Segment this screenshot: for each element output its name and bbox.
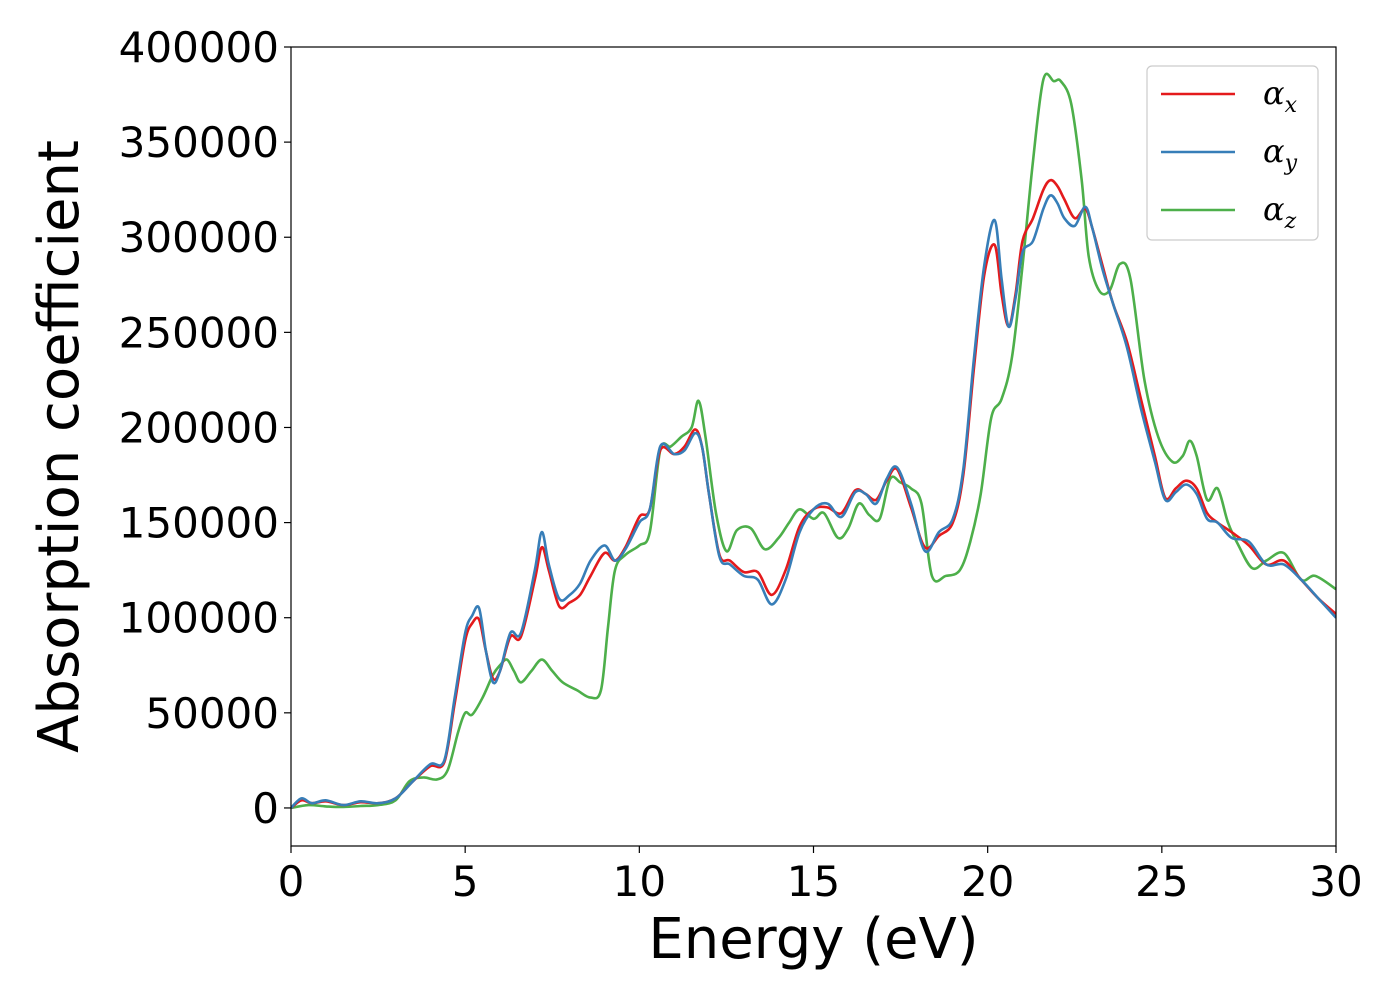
- x-tick-label: 25: [1135, 857, 1188, 906]
- y-tick-label: 200000: [119, 403, 279, 452]
- legend-label: αz: [1263, 190, 1297, 234]
- y-tick-label: 250000: [119, 308, 279, 357]
- y-tick-label: 100000: [119, 594, 279, 643]
- y-tick-label: 0: [252, 784, 279, 833]
- y-axis-title: Absorption coefficient: [27, 140, 92, 753]
- legend-label: αy: [1263, 132, 1298, 176]
- x-tick-label: 15: [787, 857, 840, 906]
- x-tick-label: 10: [613, 857, 666, 906]
- x-axis: 0 5 10 15 20 25 30: [278, 846, 1363, 906]
- series-line-alpha-y: [291, 193, 1336, 809]
- y-tick-label: 400000: [119, 23, 279, 72]
- legend: αx αy αz: [1146, 65, 1319, 241]
- x-tick-label: 0: [278, 857, 305, 906]
- x-axis-title: Energy (eV): [648, 907, 978, 972]
- series-line-alpha-z: [291, 72, 1336, 810]
- series-layer: [291, 72, 1336, 810]
- y-tick-label: 300000: [119, 213, 279, 262]
- legend-label: αx: [1263, 74, 1298, 118]
- y-axis: 0 50000 100000 150000 200000 250000 300000 3500…: [119, 23, 291, 833]
- y-tick-label: 350000: [119, 118, 279, 167]
- x-tick-label: 30: [1309, 857, 1362, 906]
- y-tick-label: 50000: [145, 689, 279, 738]
- y-tick-label: 150000: [119, 499, 279, 548]
- x-tick-label: 20: [961, 857, 1014, 906]
- x-tick-label: 5: [452, 857, 479, 906]
